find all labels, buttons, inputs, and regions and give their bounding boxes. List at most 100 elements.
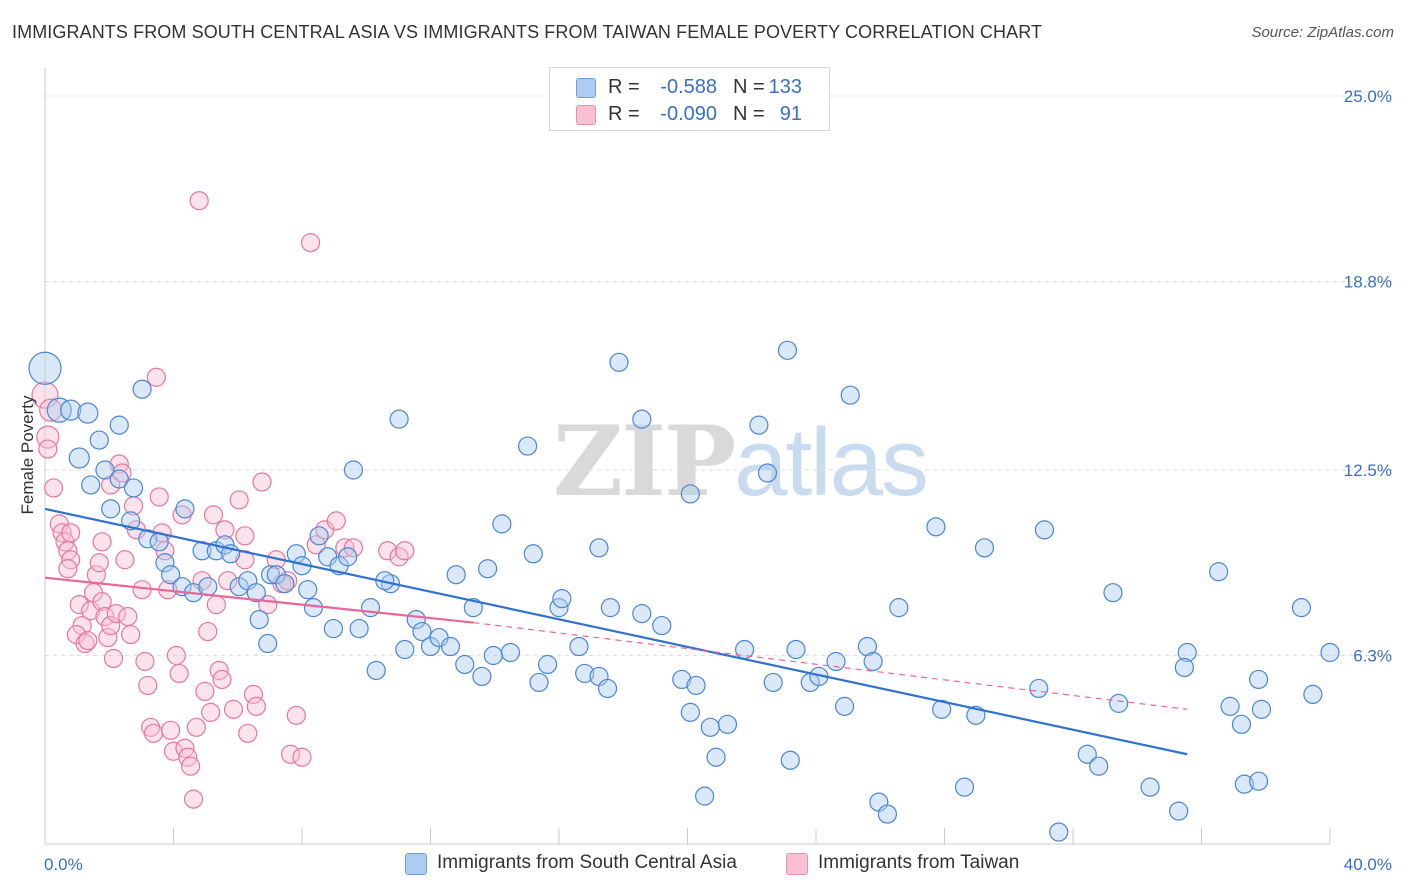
data-point xyxy=(78,630,98,651)
data-point xyxy=(246,583,266,603)
data-point xyxy=(366,660,386,681)
data-point xyxy=(203,505,224,525)
legend-r-value: -0.588 xyxy=(660,76,717,98)
data-point xyxy=(483,645,503,666)
data-point xyxy=(932,699,952,719)
data-point xyxy=(706,747,726,767)
trend-line-south-central-asia xyxy=(44,507,1188,756)
data-point xyxy=(600,598,621,618)
data-point xyxy=(212,669,232,690)
data-point xyxy=(109,469,129,489)
data-point xyxy=(349,618,369,639)
data-point xyxy=(857,636,878,657)
bottom-legend-label: Immigrants from Taiwan xyxy=(818,852,1020,873)
data-point xyxy=(455,654,475,675)
data-point xyxy=(215,520,235,540)
data-point xyxy=(106,604,126,624)
data-point xyxy=(60,399,82,421)
data-point xyxy=(680,702,700,722)
trend-line-taiwan xyxy=(44,576,474,624)
data-point xyxy=(763,672,783,693)
data-point xyxy=(243,684,264,705)
data-point xyxy=(717,714,738,734)
data-point xyxy=(686,675,706,696)
data-point xyxy=(186,717,206,737)
data-point xyxy=(143,723,164,743)
legend-n-label: N = xyxy=(733,76,765,98)
data-point xyxy=(1249,771,1269,791)
data-point xyxy=(632,409,652,429)
data-point xyxy=(77,402,99,424)
data-point xyxy=(46,397,72,423)
data-point xyxy=(652,615,672,636)
data-point xyxy=(300,233,321,253)
data-point xyxy=(298,580,318,600)
data-point xyxy=(680,484,700,504)
data-point xyxy=(68,447,90,469)
trend-line-taiwan-extension xyxy=(473,621,1188,710)
axes xyxy=(44,68,1331,845)
data-point xyxy=(529,672,549,693)
data-point xyxy=(260,565,281,585)
legend-r-label: R = xyxy=(608,103,640,125)
data-point xyxy=(575,663,595,684)
data-point xyxy=(138,529,158,549)
data-point xyxy=(569,636,589,657)
data-point xyxy=(1103,583,1123,603)
data-point xyxy=(81,475,101,495)
data-point xyxy=(169,663,189,684)
data-point xyxy=(389,409,409,429)
data-point xyxy=(1140,777,1160,797)
data-point xyxy=(537,654,558,675)
correlation-legend: R = -0.588 N = 133 R = -0.090 N = 91 xyxy=(549,67,830,131)
data-point xyxy=(252,472,272,492)
data-point xyxy=(132,379,152,399)
data-point xyxy=(155,553,175,573)
data-point xyxy=(138,675,158,696)
y-tick-label: 18.8% xyxy=(1344,273,1392,292)
data-point xyxy=(1169,801,1189,821)
data-point xyxy=(323,618,344,639)
data-point xyxy=(1231,714,1252,734)
data-point xyxy=(101,499,121,519)
data-point xyxy=(166,645,186,666)
data-point xyxy=(597,678,618,699)
series-south-central-asia-points xyxy=(28,340,1340,842)
y-axis-label: Female Poverty xyxy=(18,395,37,515)
data-point xyxy=(98,627,118,648)
data-point xyxy=(360,598,381,618)
data-point xyxy=(834,696,855,716)
data-point xyxy=(38,439,58,459)
data-point xyxy=(840,385,860,405)
x-tick-label: 40.0% xyxy=(1344,855,1392,874)
legend-swatch-blue xyxy=(576,78,596,98)
data-point xyxy=(161,720,181,740)
data-point xyxy=(1049,822,1069,842)
y-tick-label: 12.5% xyxy=(1344,461,1392,480)
data-point xyxy=(777,340,798,360)
data-point xyxy=(389,547,409,567)
data-point xyxy=(189,191,209,211)
data-point xyxy=(700,717,720,737)
data-point xyxy=(412,621,432,642)
data-point xyxy=(786,639,806,660)
data-point xyxy=(1234,774,1254,794)
data-point xyxy=(1029,678,1049,699)
data-point xyxy=(889,598,909,618)
data-point xyxy=(115,550,135,570)
data-point xyxy=(343,460,363,480)
tick-labels: 6.3% 12.5% 18.8% 25.0% 0.0% 40.0% xyxy=(44,87,1392,874)
data-point xyxy=(1249,669,1269,690)
data-point xyxy=(695,786,715,806)
data-point xyxy=(135,651,155,672)
data-point xyxy=(780,750,800,770)
data-point xyxy=(249,609,269,630)
data-point xyxy=(43,478,64,498)
y-tick-label: 6.3% xyxy=(1353,647,1392,666)
chart-title: IMMIGRANTS FROM SOUTH CENTRAL ASIA VS IM… xyxy=(12,22,1043,42)
data-point xyxy=(1320,642,1340,663)
data-point xyxy=(609,352,629,372)
data-point xyxy=(206,595,226,615)
watermark-atlas: atlas xyxy=(734,409,929,516)
data-point xyxy=(121,624,141,645)
